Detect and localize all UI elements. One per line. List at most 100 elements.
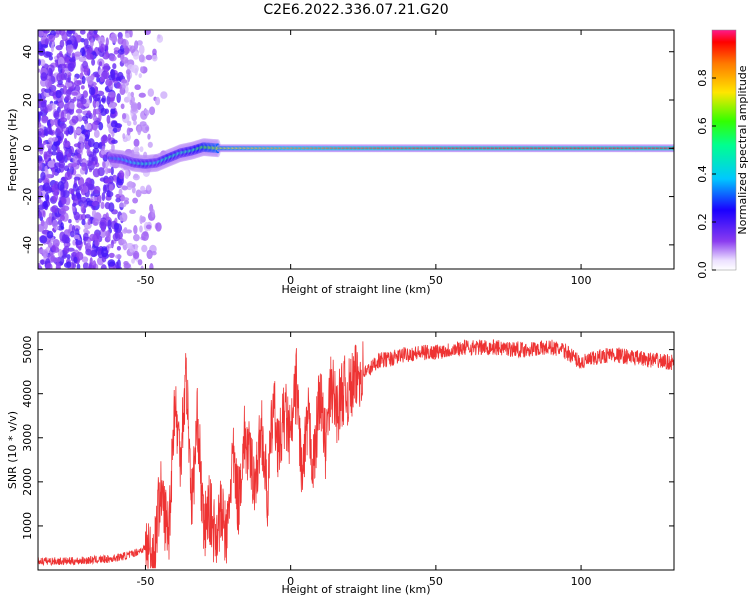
noise-blob [131,186,136,194]
noise-blob [107,259,116,267]
noise-blob [39,235,48,244]
noise-blob [101,248,109,258]
noise-blob [74,51,82,57]
noise-blob [38,263,41,268]
snr-x-tick-label: 100 [571,575,592,588]
noise-blob [110,120,118,128]
noise-blob [124,33,130,39]
noise-blob [99,76,105,83]
noise-blob [82,232,89,241]
noise-blob [80,196,88,203]
noise-blob [138,73,142,79]
noise-blob [66,254,71,260]
noise-blob [155,222,162,232]
noise-blob [133,138,140,147]
noise-blob [66,30,72,37]
noise-blob [108,74,116,81]
noise-blob [45,173,52,179]
noise-blob [127,91,132,102]
noise-blob [73,256,78,263]
spectrogram-y-tick-label: -40 [21,236,34,254]
noise-blob [38,121,42,128]
noise-blob [132,51,140,60]
noise-blob [55,126,64,134]
noise-blob [43,30,50,34]
noise-blob [39,78,48,87]
noise-blob [137,259,143,266]
noise-blob [92,168,101,178]
noise-blob [84,123,92,131]
noise-blob [85,53,94,60]
noise-blob [75,251,84,261]
noise-blob [105,37,109,47]
noise-blob [102,161,106,170]
noise-blob [98,112,102,122]
noise-blob [80,142,84,151]
noise-blob [38,210,43,219]
noise-blob [76,148,83,154]
snr-frame [37,331,675,571]
noise-blob [110,107,116,115]
noise-blob [66,112,71,121]
snr-y-tick-label: 3000 [21,424,34,452]
noise-blob [71,251,78,257]
noise-blob [48,124,52,134]
noise-blob [119,214,125,222]
noise-blob [107,219,112,230]
noise-blob [76,102,84,108]
noise-blob [54,112,60,117]
noise-blob [61,197,67,205]
noise-blob [139,66,144,73]
noise-blob [100,97,106,103]
noise-blob [59,50,63,56]
noise-blob [93,141,100,150]
snr-x-axis-label: Height of straight line (km) [281,583,430,596]
colorbar-tick-label: 0.0 [696,261,709,279]
noise-blob [51,205,59,214]
noise-blob [104,201,111,210]
noise-blob [55,30,62,35]
noise-blob [38,59,41,66]
noise-blob [71,59,76,69]
noise-blob [40,72,48,82]
noise-blob [108,55,117,62]
noise-blob [88,47,93,54]
noise-blob [117,36,124,45]
noise-blob [151,208,155,218]
noise-blob [55,262,61,269]
noise-blob [135,189,142,198]
noise-blob [71,162,78,168]
noise-blob [67,125,74,135]
noise-blob [43,221,48,230]
noise-blob [126,127,131,136]
noise-blob [105,212,109,222]
noise-blob [78,55,87,63]
noise-blob [121,79,128,84]
noise-blob [72,182,79,192]
noise-blob [66,39,72,45]
noise-blob [117,48,125,55]
noise-blob [100,264,107,269]
noise-blob [38,187,42,196]
noise-blob [89,38,94,48]
noise-blob [111,35,118,44]
spectrogram-x-tick-label: 0 [287,274,294,287]
noise-blob [44,192,50,202]
noise-blob [124,47,130,54]
noise-blob [44,165,48,172]
noise-blob [118,202,127,208]
noise-blob [133,250,140,259]
noise-blob [48,91,56,97]
noise-blob [126,120,132,127]
noise-blob [51,143,58,152]
noise-blob [71,225,76,233]
colorbar-label: Normalized spectral amplitude [736,65,749,234]
snr-plot-area [38,339,674,569]
noise-blob [81,256,89,263]
noise-blob [89,233,97,242]
noise-blob [88,86,96,96]
noise-blob [82,262,89,269]
noise-blob [48,55,53,61]
figure-title: C2E6.2022.336.07.21.G20 [263,2,448,18]
noise-blob [145,224,152,230]
